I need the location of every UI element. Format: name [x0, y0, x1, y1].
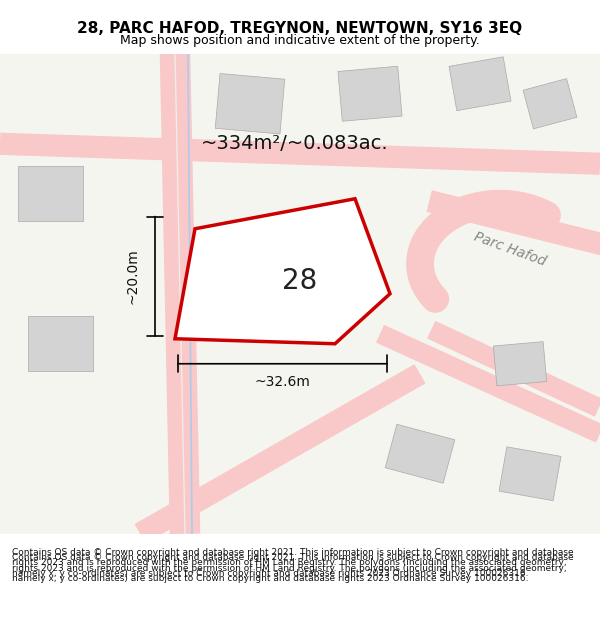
Text: 28, PARC HAFOD, TREGYNON, NEWTOWN, SY16 3EQ: 28, PARC HAFOD, TREGYNON, NEWTOWN, SY16 … — [77, 21, 523, 36]
Text: Map shows position and indicative extent of the property.: Map shows position and indicative extent… — [120, 34, 480, 47]
Polygon shape — [28, 316, 92, 371]
Polygon shape — [215, 74, 285, 134]
Polygon shape — [493, 342, 547, 386]
Text: 28: 28 — [283, 267, 317, 295]
Polygon shape — [499, 447, 561, 501]
Text: Parc Hafod: Parc Hafod — [472, 229, 548, 268]
Polygon shape — [385, 424, 455, 483]
Polygon shape — [449, 57, 511, 111]
Text: ~20.0m: ~20.0m — [126, 248, 140, 304]
Text: Contains OS data © Crown copyright and database right 2021. This information is : Contains OS data © Crown copyright and d… — [12, 553, 574, 583]
Polygon shape — [338, 66, 402, 121]
Polygon shape — [523, 79, 577, 129]
Text: ~334m²/~0.083ac.: ~334m²/~0.083ac. — [201, 134, 389, 153]
Polygon shape — [17, 166, 83, 221]
Polygon shape — [175, 199, 390, 344]
Text: Contains OS data © Crown copyright and database right 2021. This information is : Contains OS data © Crown copyright and d… — [12, 548, 574, 578]
Text: ~32.6m: ~32.6m — [254, 375, 310, 389]
Polygon shape — [0, 54, 600, 534]
